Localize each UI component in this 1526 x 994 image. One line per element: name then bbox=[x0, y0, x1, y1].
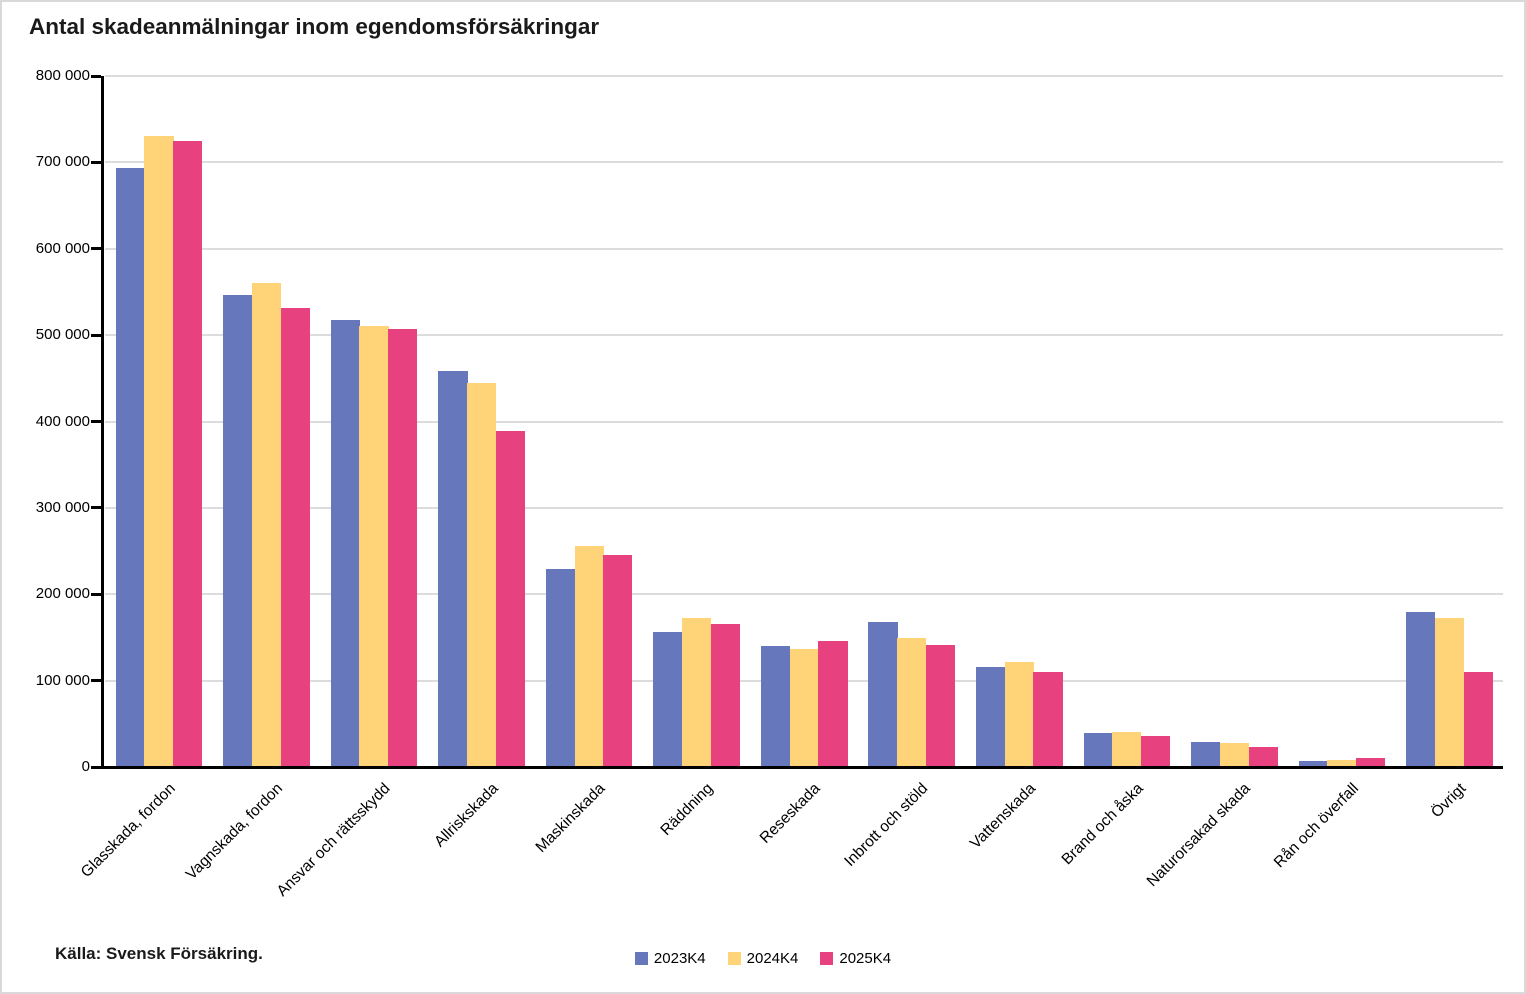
legend-label: 2025K4 bbox=[839, 950, 892, 967]
y-tick-label: 600 000 bbox=[35, 239, 90, 257]
gridline bbox=[105, 593, 1503, 596]
legend-swatch-icon bbox=[820, 952, 834, 965]
bar-2024K4-cat0 bbox=[144, 136, 174, 767]
bar-2023K4-cat0 bbox=[115, 168, 145, 767]
legend-label: 2024K4 bbox=[746, 950, 799, 967]
x-axis-line bbox=[101, 766, 1503, 769]
bar-2025K4-cat9 bbox=[1140, 735, 1171, 767]
category-label: Inbrott och stöld bbox=[841, 780, 932, 871]
y-axis-line bbox=[101, 76, 104, 769]
gridline bbox=[105, 75, 1503, 77]
y-axis-tick bbox=[91, 679, 101, 683]
legend-item-2024K4: 2024K4 bbox=[727, 950, 799, 967]
bar-2023K4-cat6 bbox=[760, 646, 791, 767]
bar-2023K4-cat2 bbox=[330, 320, 360, 767]
bar-2024K4-cat1 bbox=[251, 283, 282, 767]
bar-2023K4-cat8 bbox=[976, 666, 1006, 767]
y-axis-tick bbox=[91, 247, 101, 251]
bar-2025K4-cat6 bbox=[818, 640, 848, 767]
y-axis-tick bbox=[91, 506, 101, 510]
bar-2024K4-cat10 bbox=[1219, 742, 1249, 767]
y-tick-label: 0 bbox=[81, 758, 90, 775]
y-axis-tick bbox=[91, 592, 101, 596]
category-label: Reseskada bbox=[757, 780, 825, 847]
bar-2024K4-cat7 bbox=[897, 638, 927, 767]
y-tick-label: 300 000 bbox=[35, 498, 90, 516]
bar-2024K4-cat3 bbox=[467, 383, 497, 767]
legend-swatch-icon bbox=[634, 952, 648, 965]
category-label: Allriskskada bbox=[430, 780, 502, 851]
bar-2024K4-cat5 bbox=[682, 617, 712, 767]
gridline bbox=[105, 506, 1503, 509]
bar-2024K4-cat11 bbox=[1327, 760, 1357, 767]
gridline bbox=[105, 420, 1503, 423]
y-tick-label: 700 000 bbox=[35, 153, 90, 171]
y-tick-label: 200 000 bbox=[35, 585, 90, 603]
y-axis-tick bbox=[91, 160, 101, 164]
bar-2024K4-cat9 bbox=[1112, 731, 1142, 767]
y-tick-label: 100 000 bbox=[35, 671, 90, 689]
bar-2024K4-cat12 bbox=[1434, 617, 1465, 767]
legend-label: 2023K4 bbox=[653, 950, 706, 967]
y-tick-label: 800 000 bbox=[35, 67, 90, 84]
category-label: Brand och åska bbox=[1058, 780, 1147, 869]
bar-2023K4-cat4 bbox=[545, 569, 576, 767]
bar-2023K4-cat5 bbox=[653, 632, 683, 767]
gridline bbox=[105, 161, 1503, 164]
legend-swatch-icon bbox=[727, 952, 741, 965]
bar-2024K4-cat4 bbox=[574, 545, 604, 767]
category-label: Vattenskada bbox=[966, 780, 1040, 853]
bar-2025K4-cat4 bbox=[603, 555, 633, 767]
category-label: Vagnskada, fordon bbox=[183, 780, 287, 884]
y-axis-tick bbox=[91, 74, 101, 78]
gridline bbox=[105, 334, 1503, 337]
category-label: Övrigt bbox=[1427, 780, 1470, 822]
category-label: Glasskada, fordon bbox=[77, 780, 179, 881]
bar-2025K4-cat12 bbox=[1463, 671, 1493, 767]
bar-2024K4-cat6 bbox=[789, 648, 819, 767]
y-axis-tick bbox=[91, 765, 101, 769]
y-tick-label: 500 000 bbox=[35, 326, 90, 344]
bar-2025K4-cat7 bbox=[925, 645, 956, 767]
legend-item-2025K4: 2025K4 bbox=[820, 950, 891, 967]
bar-2023K4-cat10 bbox=[1191, 741, 1221, 767]
category-label: Räddning bbox=[657, 780, 717, 839]
chart-title: Antal skadeanmälningar inom egendomsförs… bbox=[29, 14, 600, 39]
bar-2025K4-cat0 bbox=[173, 140, 203, 767]
category-label: Maskinskada bbox=[532, 780, 609, 856]
category-label: Rån och överfall bbox=[1270, 780, 1362, 872]
bar-2023K4-cat11 bbox=[1298, 760, 1328, 767]
bar-2025K4-cat8 bbox=[1033, 671, 1063, 767]
bar-2023K4-cat1 bbox=[223, 295, 253, 767]
bar-2023K4-cat3 bbox=[438, 371, 468, 767]
bar-2024K4-cat8 bbox=[1004, 661, 1034, 767]
category-label: Naturorsakad skada bbox=[1144, 780, 1255, 891]
bar-2025K4-cat11 bbox=[1356, 758, 1386, 767]
legend: 2023K4 2024K4 2025K4 bbox=[2, 950, 1524, 967]
y-tick-label: 400 000 bbox=[35, 412, 90, 430]
bar-2025K4-cat10 bbox=[1248, 747, 1278, 767]
y-axis-tick bbox=[91, 333, 101, 337]
bar-2023K4-cat9 bbox=[1083, 733, 1113, 767]
category-label: Ansvar och rättsskydd bbox=[274, 780, 394, 900]
bar-2023K4-cat12 bbox=[1406, 612, 1436, 767]
bar-2023K4-cat7 bbox=[868, 621, 898, 767]
bar-2025K4-cat1 bbox=[280, 308, 310, 767]
y-axis-tick bbox=[91, 420, 101, 423]
gridline bbox=[105, 247, 1503, 250]
bar-2025K4-cat2 bbox=[388, 329, 418, 767]
bar-2024K4-cat2 bbox=[359, 325, 389, 767]
source-note: Källa: Svensk Försäkring. bbox=[55, 944, 263, 963]
legend-item-2023K4: 2023K4 bbox=[634, 950, 706, 967]
bar-2025K4-cat5 bbox=[710, 623, 741, 767]
bar-2025K4-cat3 bbox=[495, 431, 525, 767]
